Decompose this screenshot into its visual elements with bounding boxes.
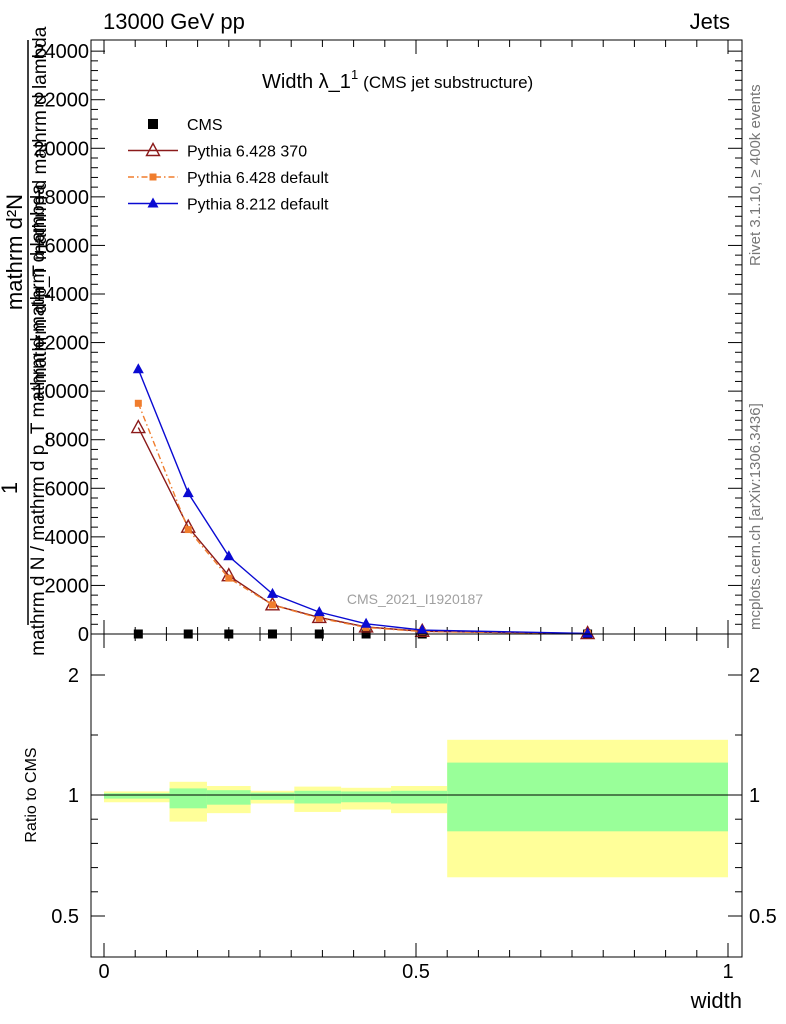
title-main: Width λ_1: [262, 71, 351, 93]
ratio-ytick-label-left: 1: [68, 785, 79, 807]
main-ytick-label: 22000: [33, 90, 89, 112]
ratio-band-inner: [250, 792, 295, 800]
data-point-pythia-8-212-default: [416, 624, 428, 635]
legend-pythia-6-428-370-marker: [145, 142, 161, 157]
x-axis-label: width: [690, 988, 742, 1013]
data-point-pythia-8-212-default: [182, 487, 194, 498]
ratio-ytick-label-left: 2: [68, 665, 79, 687]
ratio-band-inner: [104, 793, 170, 799]
title-superscript: 1: [351, 67, 358, 82]
data-point-pythia-8-212-default: [313, 606, 325, 617]
legend-pythia-6-428-default-label: Pythia 6.428 default: [187, 170, 329, 187]
main-ytick-label: 24000: [33, 41, 89, 63]
main-ytick-label: 8000: [45, 430, 90, 452]
ratio-xtick-label: 0: [98, 961, 109, 983]
main-ytick-label: 2000: [45, 575, 90, 597]
header-energy: 13000 GeV pp: [103, 9, 245, 34]
main-ytick-label: 12000: [33, 333, 89, 355]
header-category: Jets: [690, 9, 730, 34]
main-ytick-label: 14000: [33, 284, 89, 306]
main-ytick-label: 4000: [45, 527, 90, 549]
watermark: CMS_2021_I1920187: [347, 591, 483, 607]
main-ytick-label: 10000: [33, 381, 89, 403]
rivet-label: Rivet 3.1.10, ≥ 400k events: [747, 84, 764, 266]
ratio-x-axis: 0 0.5 1: [98, 634, 734, 983]
legend: CMS Pythia 6.428 370 Pythia 6.428 default P…: [128, 117, 329, 214]
ratio-y-axis: 0.5 0.5 1 1 2 2: [51, 665, 777, 928]
ratio-xtick-label: 1: [722, 961, 733, 983]
ratio-ytick-label-right: 1: [749, 785, 760, 807]
data-point-pythia-6-428-default: [184, 526, 192, 534]
data-point-pythia-6-428-370: [130, 419, 146, 434]
ylabel-outer-bottom: mathrm d p_T mathrm d mathrm d lambda: [30, 26, 51, 383]
legend-pythia-6-428-default-marker: [149, 173, 157, 181]
ratio-ylabel: Ratio to CMS: [23, 747, 40, 842]
title-subtitle: (CMS jet substructure): [363, 73, 533, 92]
data-point-pythia-6-428-default: [268, 601, 276, 609]
data-point-pythia-8-212-default: [582, 627, 594, 638]
ratio-band-inner: [341, 791, 392, 803]
legend-pythia-8-212-default-label: Pythia 8.212 default: [187, 197, 329, 214]
main-ytick-label: 0: [78, 624, 89, 646]
data-point-pythia-8-212-default: [360, 617, 372, 628]
ratio-band-inner: [206, 790, 251, 805]
data-point-pythia-8-212-default: [132, 363, 144, 374]
legend-pythia-6-428-370-label: Pythia 6.428 370: [187, 144, 307, 161]
data-point-pythia-8-212-default: [266, 587, 278, 598]
series-line-pythia-6-428-default: [137, 403, 588, 635]
data-point-pythia-8-212-default: [223, 550, 235, 561]
ratio-band-inner: [391, 790, 448, 804]
legend-pythia-8-212-default-marker: [147, 197, 159, 208]
plot-title: Width λ_11 (CMS jet substructure): [262, 67, 533, 93]
ylabel-outer-top: mathrm d²N: [2, 194, 27, 310]
series-line-pythia-8-212-default: [137, 369, 588, 635]
data-point-pythia-6-428-default: [315, 614, 323, 622]
ratio-ytick-label-right: 0.5: [749, 906, 777, 928]
ratio-ytick-label-right: 2: [749, 665, 760, 687]
ratio-band-inner: [169, 788, 207, 809]
ratio-bands: [104, 739, 728, 878]
main-ytick-label: 16000: [33, 235, 89, 257]
ratio-band-inner: [447, 762, 728, 832]
main-ytick-label: 18000: [33, 187, 89, 209]
legend-cms-marker: [148, 119, 158, 129]
main-y-axis: 0 2000 4000 6000 8000 10000 12000 14000 16000 180…: [33, 41, 742, 646]
main-ytick-label: 20000: [33, 138, 89, 160]
mcplots-label: mcplots.cern.ch [arXiv:1306.3436]: [747, 403, 764, 630]
ylabel-denominator: mathrm d N / mathrm d p_T mathrm d mathr…: [28, 184, 49, 656]
main-ylabel: mathrm d²N mathrm d p_T mathrm d mathrm …: [0, 26, 51, 656]
ratio-ytick-label-left: 0.5: [51, 906, 79, 928]
data-point-pythia-6-428-default: [134, 399, 142, 407]
ratio-band-inner: [294, 790, 342, 804]
main-ytick-label: 6000: [45, 478, 90, 500]
legend-cms-label: CMS: [187, 117, 223, 134]
ratio-xtick-label: 0.5: [402, 961, 430, 983]
ylabel-numerator: 1: [0, 482, 22, 494]
data-point-pythia-6-428-default: [225, 574, 233, 582]
